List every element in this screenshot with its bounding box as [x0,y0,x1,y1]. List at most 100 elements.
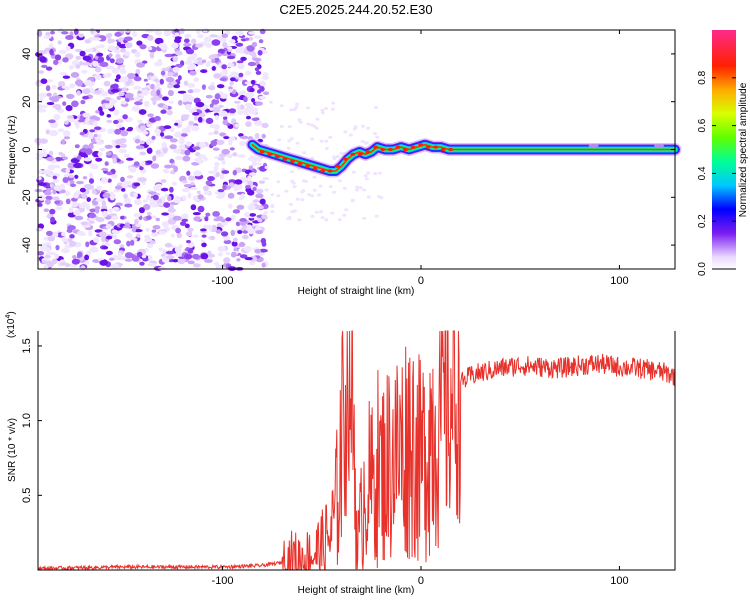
noise-cell [76,155,82,161]
noise-cell [196,190,201,194]
noise-cell [139,140,145,145]
noise-cell [213,73,222,79]
spectrogram-y-ticks: -40 -20 0 20 40 [21,48,675,253]
noise-cell [108,208,113,214]
noise-cell [255,225,262,232]
noise-cell [61,248,70,254]
noise-cell [295,197,300,201]
noise-cell [37,251,44,256]
trace-peak [357,152,363,156]
noise-cell [82,112,91,118]
noise-cell [276,180,281,184]
noise-cell [295,102,300,106]
trace-peak [342,157,348,161]
noise-cell [352,127,357,131]
noise-cell [228,203,233,209]
noise-cell [76,90,81,96]
noise-cell [181,188,190,193]
noise-cell [164,53,174,58]
noise-cell [109,194,116,201]
noise-cell [154,116,161,121]
noise-cell [287,125,292,129]
noise-cell [205,61,211,68]
noise-cell [123,153,130,158]
noise-cell [231,241,238,247]
noise-cell [63,120,69,125]
noise-cell [188,175,196,181]
noise-cell [261,262,266,268]
noise-cell [146,211,152,216]
noise-cell [149,52,155,59]
noise-cell [230,251,237,258]
noise-cell [111,229,118,234]
noise-cell [139,261,145,266]
noise-cell [184,149,191,156]
noise-cell [374,106,378,109]
noise-cell [366,195,371,199]
noise-cell [182,180,188,184]
noise-cell [146,123,153,128]
noise-cell [203,36,212,43]
noise-cell [236,204,245,210]
trace-peak [403,147,408,152]
noise-cell [165,255,175,260]
noise-cell [261,133,266,139]
noise-cell [301,179,306,183]
noise-cell [118,91,125,97]
noise-cell [164,135,174,140]
noise-cell [221,231,229,237]
noise-cell [244,81,253,85]
noise-cell [92,60,99,67]
noise-cell [79,50,86,57]
noise-cell [161,74,168,79]
noise-cell [68,174,74,179]
snr-panel: -100 0 100 0.5 1.0 1.5 Height of straight li… [5,311,676,596]
noise-cell [71,201,79,207]
noise-cell [155,149,162,155]
noise-cell [69,183,77,187]
noise-cell [209,103,215,109]
noise-cell [171,233,175,238]
noise-cell [228,108,237,114]
noise-cell [187,192,192,199]
noise-cell [183,38,190,44]
noise-cell [97,56,103,64]
noise-cell [120,143,127,148]
noise-cell [254,249,262,254]
noise-cell [46,230,53,237]
noise-cell [262,72,269,78]
noise-cell [255,193,264,199]
trace-peak [320,169,326,173]
noise-cell [209,235,216,241]
noise-cell [257,218,263,223]
noise-cell [65,198,71,205]
noise-cell [98,44,105,49]
noise-cell [37,108,47,113]
noise-cell [255,101,263,106]
trace-peak [365,150,371,154]
noise-cell [239,241,245,248]
noise-cell [71,258,80,265]
noise-cell [38,195,46,201]
noise-cell [37,223,45,230]
noise-cell [35,227,43,232]
noise-cell [161,221,169,228]
noise-cell [181,218,189,222]
noise-cell [337,218,342,222]
noise-cell [306,106,311,110]
noise-cell [57,128,65,133]
noise-cell [225,251,231,256]
noise-cell [205,42,213,48]
noise-cell [52,196,60,201]
noise-cell [88,213,96,219]
noise-cell [101,167,109,171]
noise-cell [69,234,75,239]
noise-cell [198,141,207,149]
noise-cell [358,186,363,190]
noise-cell [153,78,160,83]
noise-cell [169,158,175,164]
noise-cell [261,214,268,220]
noise-cell [217,52,223,57]
noise-cell [80,99,86,105]
noise-cell [255,205,264,210]
